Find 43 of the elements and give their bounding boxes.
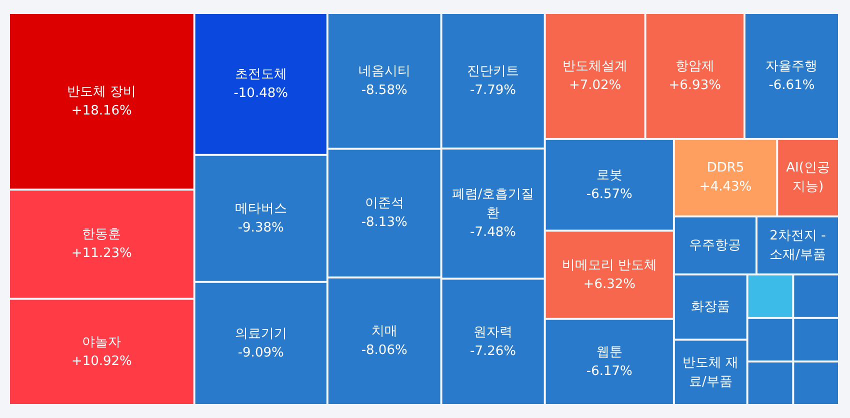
data-label: -9.38% bbox=[238, 220, 284, 236]
category-label: 폐렴/호흡기질환 bbox=[452, 187, 534, 222]
category-label: 웹툰 bbox=[596, 344, 622, 360]
data-label: -8.58% bbox=[361, 82, 408, 98]
category-label: 진단키트 bbox=[467, 64, 520, 79]
category-label: AI(인공지능) bbox=[786, 160, 830, 195]
category-label: 자율주행 bbox=[766, 58, 818, 74]
data-label: +10.92% bbox=[71, 354, 132, 369]
category-label: 반도체 장비 bbox=[67, 84, 136, 100]
data-label: +11.23% bbox=[71, 246, 132, 262]
category-label: 로봇 bbox=[596, 168, 622, 183]
category-label: 반도체설계 bbox=[562, 58, 628, 74]
category-label: 의료기기 bbox=[234, 326, 287, 342]
data-label: +6.32% bbox=[583, 276, 636, 292]
category-label: 2차전지 - 소재/부품 bbox=[770, 228, 826, 262]
data-label: -8.13% bbox=[361, 215, 408, 230]
category-label: 화장품 bbox=[691, 300, 730, 315]
data-label: -6.57% bbox=[586, 186, 632, 202]
data-label: -8.06% bbox=[361, 343, 408, 358]
category-label: 비메모리 반도체 bbox=[562, 258, 657, 273]
data-label: -6.17% bbox=[586, 364, 632, 379]
data-label: +7.02% bbox=[568, 78, 622, 93]
category-label: 치매 bbox=[371, 324, 398, 340]
category-label: 반도체 재료/부품 bbox=[682, 355, 739, 390]
data-label: +6.93% bbox=[668, 78, 721, 93]
data-label: +4.43% bbox=[699, 180, 752, 195]
category-label: 원자력 bbox=[474, 324, 513, 340]
category-label: 네옴시티 bbox=[358, 64, 410, 79]
data-label: -9.09% bbox=[238, 345, 284, 360]
category-label: 한동훈 bbox=[82, 227, 122, 242]
data-label: -7.48% bbox=[470, 225, 516, 240]
data-label: -7.79% bbox=[470, 82, 516, 98]
category-label: DDR5 bbox=[706, 160, 744, 176]
data-label: -6.61% bbox=[768, 78, 815, 93]
category-label: 이준석 bbox=[364, 196, 404, 212]
category-label: 메타버스 bbox=[234, 201, 287, 216]
data-label: -10.48% bbox=[234, 86, 288, 101]
category-label: 우주항공 bbox=[689, 238, 742, 253]
data-label: -7.26% bbox=[470, 344, 516, 359]
data-label: +18.16% bbox=[71, 103, 132, 118]
category-label: 야놀자 bbox=[82, 334, 122, 350]
category-label: 초전도체 bbox=[234, 66, 287, 82]
category-label: 항암제 bbox=[675, 58, 714, 74]
